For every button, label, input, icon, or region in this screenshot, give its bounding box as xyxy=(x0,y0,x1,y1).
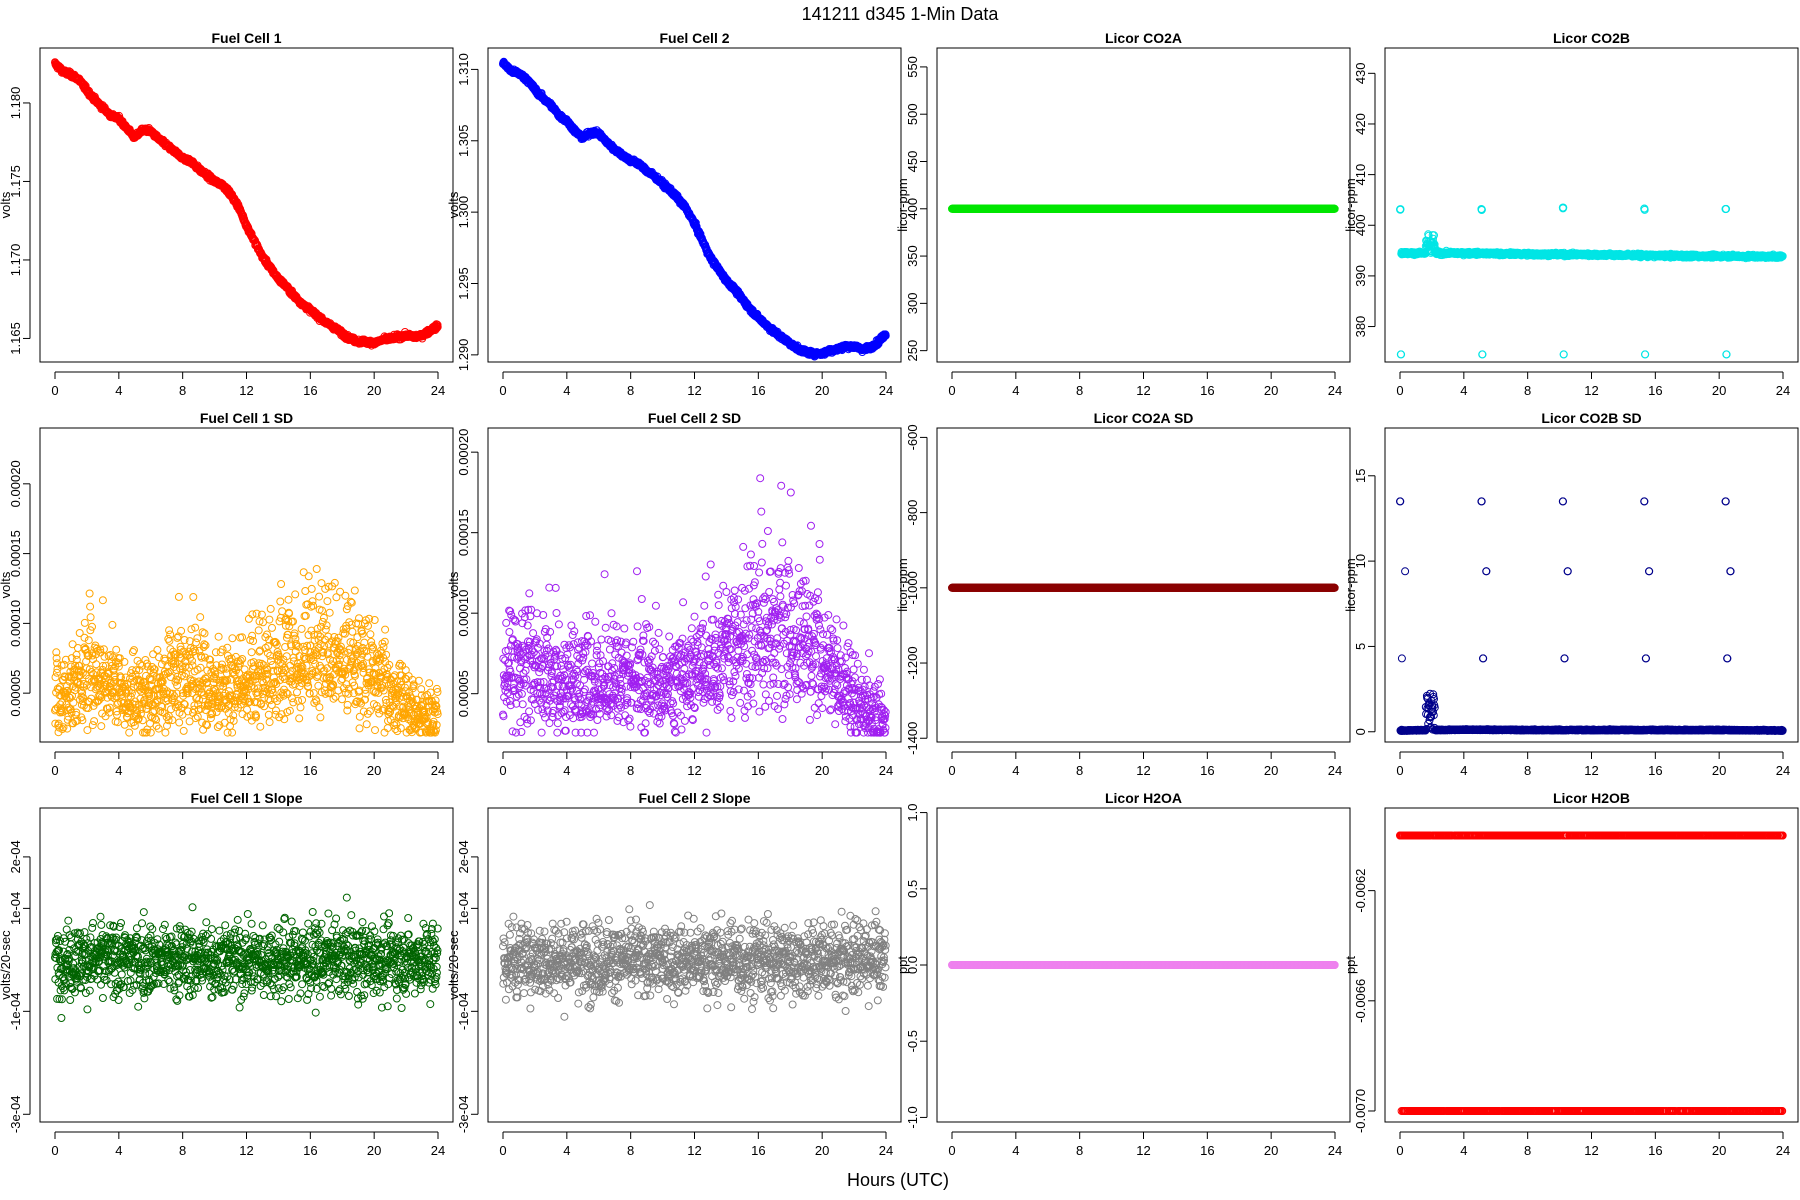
panel-title: Fuel Cell 2 xyxy=(659,30,729,46)
y-tick-label: 1.180 xyxy=(8,87,23,120)
y-tick-label: 500 xyxy=(905,103,920,125)
x-tick-label: 12 xyxy=(239,383,253,398)
y-tick-label: 430 xyxy=(1353,62,1368,84)
plot-frame xyxy=(1384,47,1799,363)
y-tick-label: 380 xyxy=(1353,316,1368,338)
x-tick-label: 24 xyxy=(431,383,445,398)
y-tick-label: 1.305 xyxy=(456,124,471,157)
x-tick-label: 16 xyxy=(751,383,765,398)
panel-1: Fuel Cell 1 0 4 8 12 16 20 24 1.165 1.170 1.175 1.1… xyxy=(0,30,454,398)
y-axis-label: volts xyxy=(0,191,13,218)
panel-title: Licor CO2A xyxy=(1105,30,1182,46)
y-tick-label: 1.165 xyxy=(8,322,23,355)
x-tick-label: 8 xyxy=(627,383,634,398)
y-tick-label: 450 xyxy=(905,151,920,173)
y-tick-label: 1.175 xyxy=(8,165,23,198)
y-tick-label: 390 xyxy=(1353,265,1368,287)
y-tick-label: 1.290 xyxy=(456,339,471,372)
y-tick-label: 300 xyxy=(905,293,920,315)
x-tick-label: 0 xyxy=(948,383,955,398)
y-tick-label: 420 xyxy=(1353,113,1368,135)
y-axis-label: licor-ppm xyxy=(895,178,910,231)
series-points xyxy=(948,204,1339,213)
series-points xyxy=(1396,203,1787,359)
x-tick-label: 8 xyxy=(1076,383,1083,398)
x-tick-label: 0 xyxy=(499,383,506,398)
y-tick-label: 1.295 xyxy=(456,267,471,300)
panel-title: Fuel Cell 1 xyxy=(211,30,281,46)
x-tick-label: 0 xyxy=(51,383,58,398)
series-points xyxy=(51,58,442,350)
x-tick-label: 4 xyxy=(563,383,570,398)
x-tick-label: 8 xyxy=(1524,383,1531,398)
y-tick-label: 550 xyxy=(905,56,920,78)
plot-frame xyxy=(487,47,902,363)
figure-title: 141211 d345 1-Min Data xyxy=(802,4,1000,24)
x-tick-label: 16 xyxy=(1200,383,1214,398)
panel-2: Fuel Cell 20 4 8 12 16 20 241.2901.2951.3001.3… xyxy=(446,30,902,398)
y-axis-label: volts xyxy=(446,191,461,218)
x-tick-label: 20 xyxy=(1712,383,1726,398)
x-tick-label: 24 xyxy=(1328,383,1342,398)
y-axis-label: licor-ppm xyxy=(1343,178,1358,231)
x-tick-label: 24 xyxy=(1776,383,1790,398)
x-tick-label: 24 xyxy=(879,383,893,398)
x-tick-label: 4 xyxy=(1012,383,1019,398)
data-point xyxy=(1478,350,1487,359)
x-tick-label: 8 xyxy=(179,383,186,398)
x-tick-label: 4 xyxy=(115,383,122,398)
x-tick-label: 16 xyxy=(1648,383,1662,398)
x-tick-label: 12 xyxy=(1136,383,1150,398)
panel-grid: Fuel Cell 1 0 4 8 12 16 20 24 1.165 1.170 1.175 1.1… xyxy=(0,30,1799,1158)
x-tick-label: 20 xyxy=(815,383,829,398)
plot-frame xyxy=(39,47,454,363)
y-tick-label: 1.170 xyxy=(8,244,23,277)
x-tick-label: 12 xyxy=(687,383,701,398)
panel-title: Licor CO2B xyxy=(1553,30,1630,46)
data-point xyxy=(1397,350,1406,359)
y-tick-label: 1.310 xyxy=(456,53,471,86)
x-tick-label: 20 xyxy=(1264,383,1278,398)
y-tick-label: 250 xyxy=(905,340,920,362)
x-tick-label: 0 xyxy=(1396,383,1403,398)
x-tick-label: 12 xyxy=(1584,383,1598,398)
series-points xyxy=(499,57,890,361)
x-tick-label: 16 xyxy=(303,383,317,398)
y-tick-label: 350 xyxy=(905,245,920,267)
x-tick-label: 4 xyxy=(1460,383,1467,398)
figure-x-axis-label: Hours (UTC) xyxy=(847,1170,949,1190)
x-tick-label: 20 xyxy=(367,383,381,398)
